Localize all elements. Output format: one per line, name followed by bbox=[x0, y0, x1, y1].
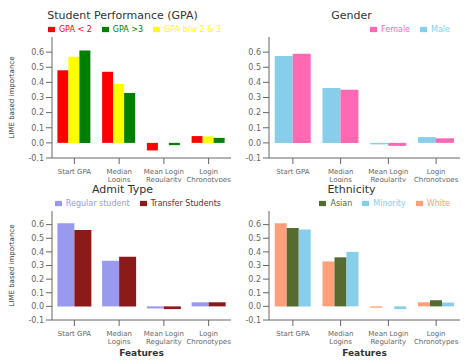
svg-text:MedianLogins: MedianLogins bbox=[328, 330, 353, 346]
html-text:Gender: Gender bbox=[331, 9, 372, 22]
svg-text:0.2: 0.2 bbox=[31, 275, 44, 284]
svg-text:0.5: 0.5 bbox=[31, 234, 44, 243]
svg-text:Mean LoginRegularity: Mean LoginRegularity bbox=[144, 330, 184, 346]
svg-text:LoginChronotypes: LoginChronotypes bbox=[414, 330, 459, 346]
svg-text:-0.1: -0.1 bbox=[28, 316, 44, 325]
svg-text:-0.1: -0.1 bbox=[28, 154, 44, 163]
html-text:Admit Type: Admit Type bbox=[91, 183, 154, 196]
html-text:White: White bbox=[426, 199, 450, 208]
svg-text:0.5: 0.5 bbox=[248, 63, 261, 72]
svg-text:0.4: 0.4 bbox=[248, 78, 261, 87]
svg-text:0.1: 0.1 bbox=[248, 289, 261, 298]
svg-text:LoginChronotypes: LoginChronotypes bbox=[186, 168, 231, 182]
html-text:Minority: Minority bbox=[373, 199, 406, 208]
html-text:GPA >3: GPA >3 bbox=[112, 25, 144, 34]
svg-text:0.0: 0.0 bbox=[248, 302, 261, 311]
svg-text:LoginChronotypes: LoginChronotypes bbox=[186, 330, 231, 346]
svg-text:0.5: 0.5 bbox=[31, 63, 44, 72]
svg-text:Start GPA: Start GPA bbox=[276, 330, 310, 338]
svg-text:0.0: 0.0 bbox=[248, 139, 261, 148]
svg-text:Mean LoginRegularity: Mean LoginRegularity bbox=[368, 168, 408, 182]
svg-text:0.1: 0.1 bbox=[248, 124, 261, 133]
svg-text:Features: Features bbox=[342, 348, 387, 356]
svg-text:Start GPA: Start GPA bbox=[58, 168, 92, 176]
svg-text:Features: Features bbox=[119, 348, 164, 356]
svg-text:0.4: 0.4 bbox=[31, 78, 44, 87]
svg-text:0.2: 0.2 bbox=[248, 108, 261, 117]
svg-text:MedianLogins: MedianLogins bbox=[106, 168, 131, 182]
svg-text:0.0: 0.0 bbox=[31, 139, 44, 148]
html-text:Male: Male bbox=[431, 25, 450, 34]
svg-text:MedianLogins: MedianLogins bbox=[328, 168, 353, 182]
svg-text:0.0: 0.0 bbox=[31, 302, 44, 311]
svg-text:0.2: 0.2 bbox=[248, 275, 261, 284]
svg-text:LIME based importance: LIME based importance bbox=[8, 56, 16, 138]
html-text:Student Performance (GPA): Student Performance (GPA) bbox=[47, 9, 198, 22]
html-text:GPA < 2: GPA < 2 bbox=[58, 25, 92, 34]
html-text:Ethnicity: Ethnicity bbox=[327, 183, 376, 196]
svg-text:Mean LoginRegularity: Mean LoginRegularity bbox=[368, 330, 408, 346]
svg-text:Start GPA: Start GPA bbox=[58, 330, 92, 338]
html-text:Transfer Students: Transfer Students bbox=[150, 199, 221, 208]
html-text:Asian: Asian bbox=[330, 199, 353, 208]
svg-text:0.2: 0.2 bbox=[31, 108, 44, 117]
svg-text:0.6: 0.6 bbox=[248, 48, 261, 57]
html-text:Female: Female bbox=[381, 25, 410, 34]
svg-text:0.3: 0.3 bbox=[248, 93, 261, 102]
svg-text:0.4: 0.4 bbox=[31, 248, 44, 257]
svg-text:0.3: 0.3 bbox=[31, 261, 44, 270]
svg-text:0.6: 0.6 bbox=[31, 48, 44, 57]
svg-text:0.1: 0.1 bbox=[31, 124, 44, 133]
svg-text:Mean LoginRegularity: Mean LoginRegularity bbox=[144, 168, 184, 182]
html-text:Regular student: Regular student bbox=[65, 199, 130, 208]
svg-text:0.3: 0.3 bbox=[248, 261, 261, 270]
svg-text:-0.1: -0.1 bbox=[245, 316, 261, 325]
svg-text:0.6: 0.6 bbox=[248, 220, 261, 229]
html-text:GPA b/w 2 & 3: GPA b/w 2 & 3 bbox=[164, 25, 221, 34]
svg-text:0.5: 0.5 bbox=[248, 234, 261, 243]
svg-text:LIME based importance: LIME based importance bbox=[8, 224, 16, 306]
svg-text:0.1: 0.1 bbox=[31, 289, 44, 298]
svg-text:0.4: 0.4 bbox=[248, 248, 261, 257]
svg-text:0.6: 0.6 bbox=[31, 220, 44, 229]
svg-text:0.3: 0.3 bbox=[31, 93, 44, 102]
svg-text:LoginChronotypes: LoginChronotypes bbox=[414, 168, 459, 182]
svg-text:Start GPA: Start GPA bbox=[276, 168, 310, 176]
svg-text:-0.1: -0.1 bbox=[245, 154, 261, 163]
svg-text:MedianLogins: MedianLogins bbox=[106, 330, 131, 346]
